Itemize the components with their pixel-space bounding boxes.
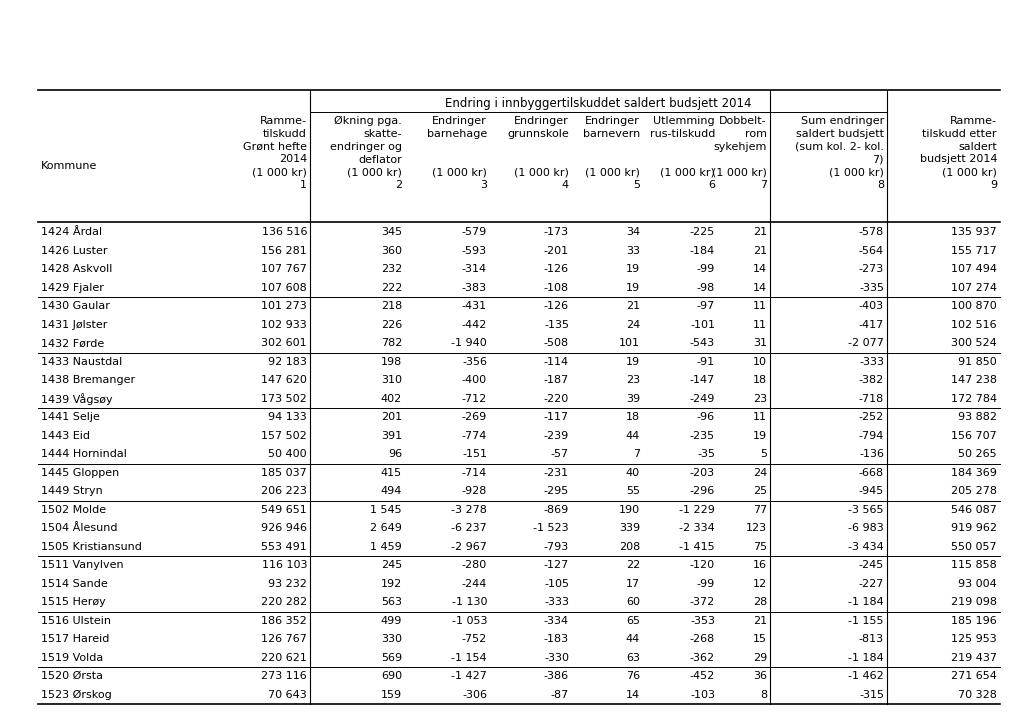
Text: 1429 Fjaler: 1429 Fjaler bbox=[41, 283, 103, 292]
Text: 40: 40 bbox=[626, 468, 640, 478]
Text: 1523 Ørskog: 1523 Ørskog bbox=[41, 690, 112, 700]
Text: 75: 75 bbox=[753, 542, 767, 552]
Text: 123: 123 bbox=[745, 523, 767, 534]
Text: -225: -225 bbox=[690, 227, 715, 237]
Text: 219 437: 219 437 bbox=[951, 653, 997, 662]
Text: 34: 34 bbox=[626, 227, 640, 237]
Text: 14: 14 bbox=[753, 264, 767, 274]
Text: 1520 Ørsta: 1520 Ørsta bbox=[41, 671, 103, 681]
Text: 55: 55 bbox=[626, 487, 640, 496]
Text: 185 196: 185 196 bbox=[951, 615, 997, 626]
Text: -114: -114 bbox=[544, 357, 569, 367]
Text: -117: -117 bbox=[544, 412, 569, 422]
Text: -235: -235 bbox=[690, 431, 715, 441]
Text: 25: 25 bbox=[753, 487, 767, 496]
Text: -173: -173 bbox=[544, 227, 569, 237]
Text: -813: -813 bbox=[859, 634, 884, 644]
Text: -3 278: -3 278 bbox=[452, 505, 487, 515]
Text: -249: -249 bbox=[689, 394, 715, 404]
Text: -400: -400 bbox=[462, 375, 487, 385]
Text: 7: 7 bbox=[633, 450, 640, 459]
Text: -252: -252 bbox=[859, 412, 884, 422]
Text: -147: -147 bbox=[690, 375, 715, 385]
Text: 50 265: 50 265 bbox=[958, 450, 997, 459]
Text: 206 223: 206 223 bbox=[261, 487, 307, 496]
Text: 782: 782 bbox=[381, 338, 402, 348]
Text: 173 502: 173 502 bbox=[261, 394, 307, 404]
Text: -184: -184 bbox=[690, 245, 715, 256]
Text: 360: 360 bbox=[381, 245, 402, 256]
Text: 1445 Gloppen: 1445 Gloppen bbox=[41, 468, 119, 478]
Text: -314: -314 bbox=[462, 264, 487, 274]
Text: 102 933: 102 933 bbox=[261, 320, 307, 329]
Text: 39: 39 bbox=[626, 394, 640, 404]
Text: 10: 10 bbox=[753, 357, 767, 367]
Text: 70 643: 70 643 bbox=[268, 690, 307, 700]
Text: 690: 690 bbox=[381, 671, 402, 681]
Text: -127: -127 bbox=[544, 560, 569, 571]
Text: 192: 192 bbox=[381, 578, 402, 589]
Text: Økning pga.
skatte-
endringer og
deflator
(1 000 kr)
2: Økning pga. skatte- endringer og deflato… bbox=[330, 116, 402, 190]
Text: 1443 Eid: 1443 Eid bbox=[41, 431, 90, 441]
Text: 17: 17 bbox=[626, 578, 640, 589]
Text: 1438 Bremanger: 1438 Bremanger bbox=[41, 375, 135, 385]
Text: 77: 77 bbox=[753, 505, 767, 515]
Text: -87: -87 bbox=[551, 690, 569, 700]
Text: -543: -543 bbox=[690, 338, 715, 348]
Text: 125 953: 125 953 bbox=[951, 634, 997, 644]
Text: -126: -126 bbox=[544, 301, 569, 311]
Text: -245: -245 bbox=[859, 560, 884, 571]
Text: 11: 11 bbox=[753, 412, 767, 422]
Text: -135: -135 bbox=[544, 320, 569, 329]
Text: -1 229: -1 229 bbox=[679, 505, 715, 515]
Text: 339: 339 bbox=[618, 523, 640, 534]
Text: -96: -96 bbox=[697, 412, 715, 422]
Text: -356: -356 bbox=[462, 357, 487, 367]
Text: 1 459: 1 459 bbox=[371, 542, 402, 552]
Text: 157 502: 157 502 bbox=[261, 431, 307, 441]
Text: -3 565: -3 565 bbox=[849, 505, 884, 515]
Text: 1430 Gaular: 1430 Gaular bbox=[41, 301, 110, 311]
Text: 415: 415 bbox=[381, 468, 402, 478]
Text: -442: -442 bbox=[462, 320, 487, 329]
Text: 1439 Vågsøy: 1439 Vågsøy bbox=[41, 393, 113, 405]
Text: 94 133: 94 133 bbox=[268, 412, 307, 422]
Text: -403: -403 bbox=[859, 301, 884, 311]
Text: -334: -334 bbox=[544, 615, 569, 626]
Text: 23: 23 bbox=[753, 394, 767, 404]
Text: 19: 19 bbox=[753, 431, 767, 441]
Text: -273: -273 bbox=[859, 264, 884, 274]
Text: -1 184: -1 184 bbox=[848, 597, 884, 607]
Text: -1 130: -1 130 bbox=[452, 597, 487, 607]
Text: 1517 Hareid: 1517 Hareid bbox=[41, 634, 110, 644]
Text: 29: 29 bbox=[753, 653, 767, 662]
Text: 345: 345 bbox=[381, 227, 402, 237]
Text: 93 004: 93 004 bbox=[958, 578, 997, 589]
Text: 23: 23 bbox=[626, 375, 640, 385]
Text: 1431 Jølster: 1431 Jølster bbox=[41, 320, 108, 329]
Text: -593: -593 bbox=[462, 245, 487, 256]
Text: 24: 24 bbox=[626, 320, 640, 329]
Text: 147 238: 147 238 bbox=[951, 375, 997, 385]
Text: -103: -103 bbox=[690, 690, 715, 700]
Text: 208: 208 bbox=[618, 542, 640, 552]
Text: -564: -564 bbox=[859, 245, 884, 256]
Text: -35: -35 bbox=[697, 450, 715, 459]
Text: 11: 11 bbox=[753, 320, 767, 329]
Text: -101: -101 bbox=[690, 320, 715, 329]
Text: -372: -372 bbox=[690, 597, 715, 607]
Text: 44: 44 bbox=[626, 431, 640, 441]
Text: 1444 Hornindal: 1444 Hornindal bbox=[41, 450, 127, 459]
Text: -99: -99 bbox=[696, 264, 715, 274]
Text: -2 077: -2 077 bbox=[848, 338, 884, 348]
Text: 107 608: 107 608 bbox=[261, 283, 307, 292]
Text: Endringer
grunnskole


(1 000 kr)
4: Endringer grunnskole (1 000 kr) 4 bbox=[507, 116, 569, 190]
Text: 205 278: 205 278 bbox=[951, 487, 997, 496]
Text: -714: -714 bbox=[462, 468, 487, 478]
Text: -774: -774 bbox=[462, 431, 487, 441]
Text: 1449 Stryn: 1449 Stryn bbox=[41, 487, 102, 496]
Text: Sum endringer
saldert budsjett
(sum kol. 2- kol.
7)
(1 000 kr)
8: Sum endringer saldert budsjett (sum kol.… bbox=[795, 116, 884, 190]
Text: -353: -353 bbox=[690, 615, 715, 626]
Text: -508: -508 bbox=[544, 338, 569, 348]
Text: 93 232: 93 232 bbox=[268, 578, 307, 589]
